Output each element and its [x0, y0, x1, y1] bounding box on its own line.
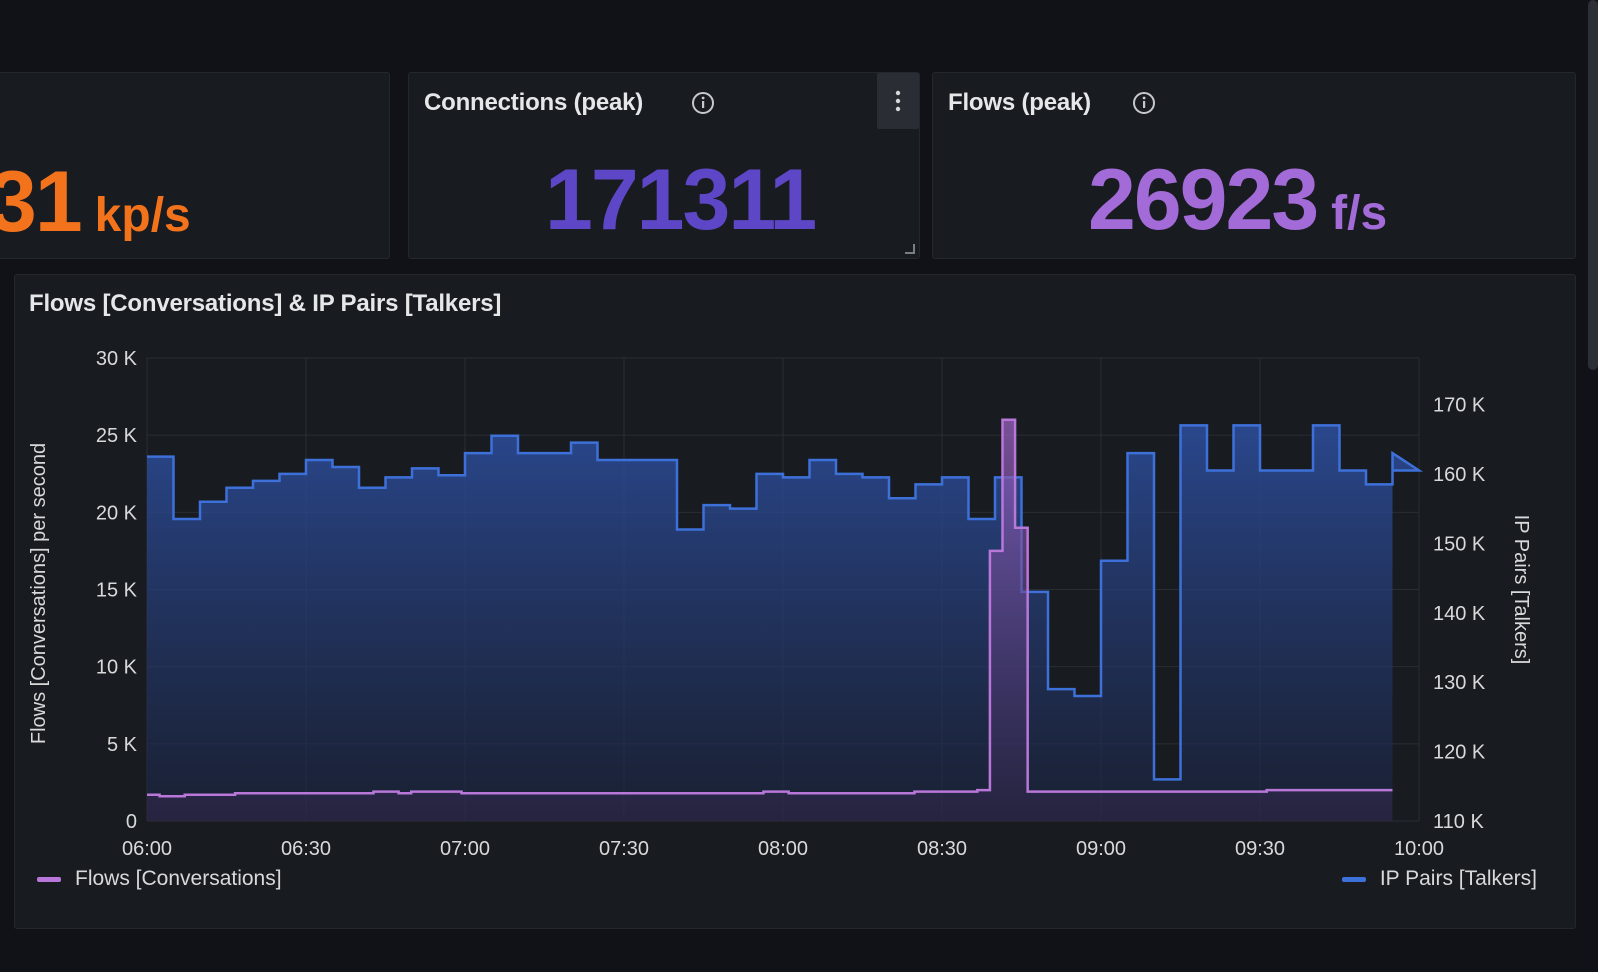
legend-ip-pairs-label: IP Pairs [Talkers]: [1379, 867, 1537, 890]
y-left-tick-label: 25 K: [96, 425, 138, 447]
throughput-stat-value: 31 kp/s: [0, 154, 191, 250]
page-scrollbar[interactable]: [1588, 0, 1598, 370]
x-tick-label: 09:30: [1235, 838, 1285, 860]
flows-ip-pairs-chart[interactable]: 0 5 K 10 K 15 K 20 K 25 K 30 K 110 K 120 K 130 K 1…: [15, 275, 1575, 928]
x-tick-label: 09:00: [1076, 838, 1126, 860]
connections-peak-title: Connections (peak): [424, 89, 644, 116]
chart-title: Flows [Conversations] & IP Pairs [Talker…: [29, 290, 502, 317]
connections-peak-value: 171311: [545, 152, 817, 248]
y-left-tick-label: 20 K: [96, 502, 138, 524]
y-left-tick-label: 0: [126, 811, 137, 833]
x-tick-label: 10:00: [1394, 838, 1444, 860]
y-right-tick-label: 170 K: [1433, 395, 1486, 417]
flows-peak-title: Flows (peak): [948, 89, 1091, 116]
legend-swatch-flows: [37, 876, 61, 882]
y-left-axis-label: Flows [Conversations] per second: [28, 443, 50, 744]
legend-ip-pairs[interactable]: IP Pairs [Talkers]: [1341, 867, 1537, 891]
ip-pairs-line: [147, 424, 1424, 781]
y-right-tick-label: 150 K: [1433, 533, 1486, 555]
y-right-tick-label: 120 K: [1433, 742, 1486, 764]
info-icon[interactable]: [1132, 91, 1156, 115]
y-right-axis-label: IP Pairs [Talkers]: [1510, 515, 1532, 665]
panel-menu-button[interactable]: [877, 73, 919, 129]
y-right-tick-label: 140 K: [1433, 603, 1486, 625]
flows-peak-value: 26923 f/s: [1088, 152, 1388, 248]
throughput-stat-panel[interactable]: 31 kp/s: [0, 72, 390, 259]
y-right-tick-label: 130 K: [1433, 672, 1486, 694]
x-tick-label: 06:30: [281, 838, 331, 860]
info-icon[interactable]: [691, 91, 715, 115]
flows-peak-panel[interactable]: Flows (peak) 26923 f/s: [932, 72, 1576, 259]
y-left-tick-label: 15 K: [96, 580, 138, 602]
x-tick-label: 08:30: [917, 838, 967, 860]
y-left-tick-label: 10 K: [96, 657, 138, 679]
ip-pairs-area: [147, 425, 1419, 821]
y-right-tick-label: 160 K: [1433, 464, 1486, 486]
legend-flows-label: Flows [Conversations]: [75, 867, 282, 890]
x-tick-label: 07:30: [599, 838, 649, 860]
y-right-tick-label: 110 K: [1433, 811, 1484, 833]
y-left-tick-label: 30 K: [96, 348, 138, 370]
kebab-menu-icon: [895, 90, 901, 112]
flows-ip-pairs-chart-panel[interactable]: Flows [Conversations] & IP Pairs [Talker…: [14, 274, 1576, 929]
connections-peak-panel[interactable]: Connections (peak) 171311: [408, 72, 920, 259]
x-tick-label: 07:00: [440, 838, 490, 860]
legend-flows[interactable]: Flows [Conversations]: [37, 867, 282, 891]
x-tick-label: 08:00: [758, 838, 808, 860]
legend-swatch-ip-pairs: [1341, 876, 1366, 882]
y-left-tick-label: 5 K: [107, 734, 138, 756]
resize-handle[interactable]: [905, 244, 915, 254]
x-tick-label: 06:00: [122, 838, 172, 860]
